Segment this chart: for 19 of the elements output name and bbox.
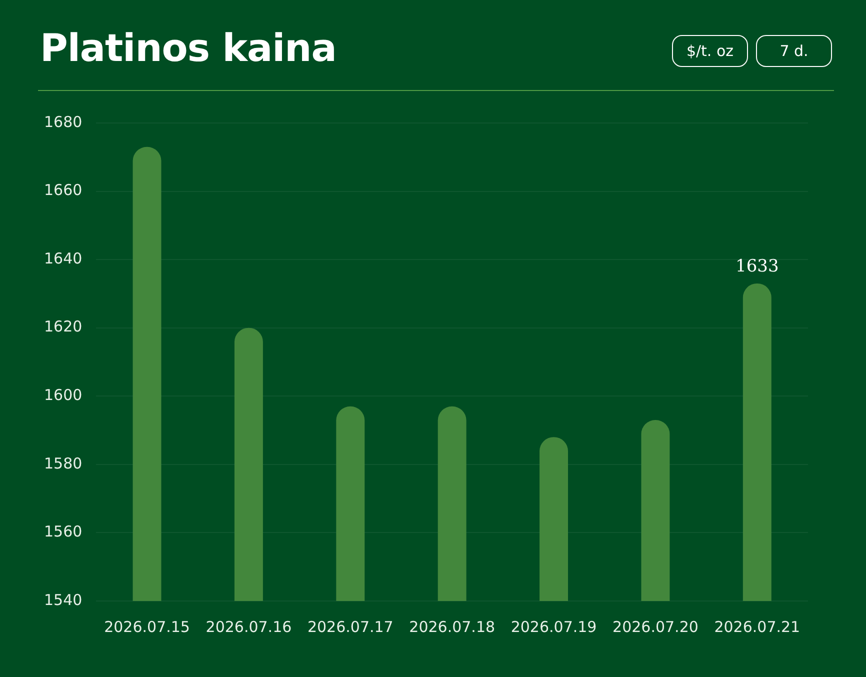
x-tick-label: 2026.07.15	[104, 618, 190, 636]
y-tick-label: 1680	[44, 112, 82, 131]
y-tick-label: 1540	[44, 590, 82, 609]
x-tick-label: 2026.07.16	[206, 618, 292, 636]
x-tick-label: 2026.07.18	[409, 618, 496, 636]
x-tick-label: 2026.07.20	[612, 618, 698, 636]
chart-title: Platinos kaina	[40, 26, 336, 70]
y-tick-label: 1560	[44, 522, 82, 541]
y-tick-label: 1580	[44, 454, 82, 472]
y-tick-label: 1640	[44, 249, 82, 268]
y-tick-label: 1660	[44, 181, 82, 200]
y-tick-label: 1600	[44, 386, 82, 404]
text: 7 d.	[756, 35, 832, 67]
data-label: 1633	[736, 256, 779, 276]
text: $/t. oz	[672, 35, 748, 67]
x-tick-label: 2026.07.21	[714, 618, 800, 636]
y-tick-label: 1620	[44, 318, 82, 336]
x-tick-label: 2026.07.19	[510, 618, 597, 636]
x-tick-label: 2026.07.17	[307, 618, 394, 636]
